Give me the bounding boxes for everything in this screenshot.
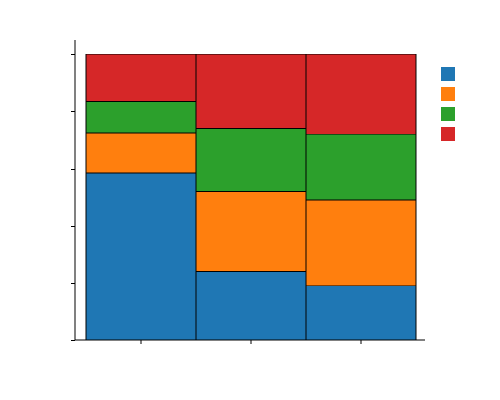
legend-swatch-1 [441,67,455,81]
bar-segment-2-2 [195,191,307,272]
bar-segment-3-4 [305,53,417,135]
legend-swatch-3 [441,107,455,121]
legend-swatch-2 [441,87,455,101]
bar-segment-1-1 [85,172,197,341]
bar-segment-1-3 [85,101,197,134]
bar-segment-1-4 [85,53,197,102]
axes [71,40,425,344]
bar-segment-2-1 [195,271,307,341]
bar-segment-3-1 [305,285,417,341]
plot-area [85,53,417,341]
bar-segment-3-2 [305,199,417,287]
bar-segment-2-3 [195,128,307,192]
bar-segment-2-4 [195,53,307,129]
bar-segment-1-2 [85,132,197,174]
legend [441,67,455,141]
legend-swatch-4 [441,127,455,141]
bar-segment-3-3 [305,133,417,201]
